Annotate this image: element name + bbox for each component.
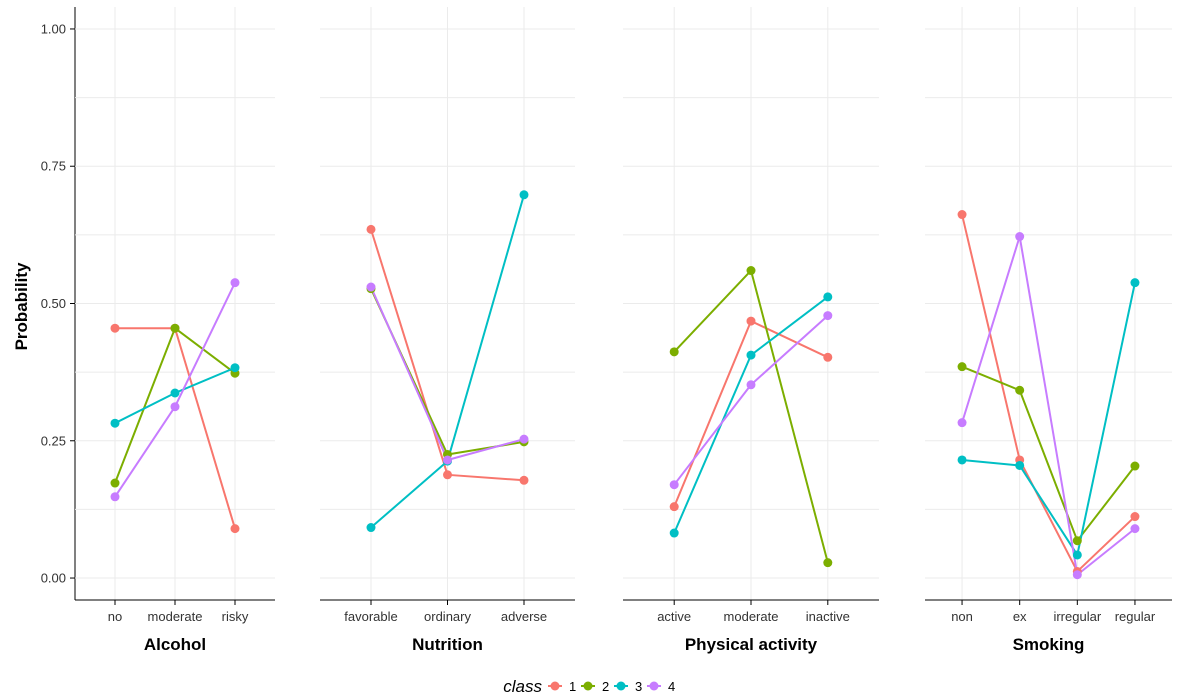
data-point-class-4 [366,282,376,292]
facet-panel-nutrition: favorable ordinary adverse Nutrition [320,7,575,654]
x-tick-label: favorable [344,609,397,624]
series-line-class-4 [961,235,1136,576]
data-point-class-3 [230,363,240,373]
legend-item-class-1: 1 [548,679,576,694]
data-point-class-3 [170,388,180,398]
legend-key-point [550,681,560,691]
data-point-class-2 [669,347,679,357]
facet-label: Physical activity [685,635,818,654]
legend-label: 1 [569,679,576,694]
data-point-class-4 [230,278,240,288]
legend-item-class-3: 3 [614,679,642,694]
data-point-class-2 [823,558,833,568]
data-point-class-3 [823,292,833,302]
data-point-class-4 [823,311,833,321]
series-line-class-1 [961,214,1136,573]
x-tick-label: moderate [724,609,779,624]
data-point-class-4 [1015,232,1025,242]
y-tick-label: 0.50 [41,296,66,311]
data-point-class-3 [1130,278,1140,288]
data-point-class-1 [519,475,529,485]
data-point-class-3 [519,190,529,200]
data-point-class-1 [443,470,452,480]
data-point-class-3 [957,455,967,465]
data-point-class-4 [957,418,967,428]
facet-label: Alcohol [144,635,206,654]
facet-panels: no moderate risky Alcohol favorable ordinary a… [75,7,1172,654]
facet-panel-alcohol: no moderate risky Alcohol [75,7,275,654]
data-point-class-1 [823,352,833,362]
y-tick-label: 1.00 [41,21,66,36]
facet-label: Smoking [1013,635,1085,654]
x-tick-label: no [108,609,122,624]
x-tick-label: irregular [1053,609,1101,624]
data-point-class-4 [443,455,452,465]
data-point-class-4 [170,402,180,412]
x-tick-label: ex [1013,609,1027,624]
x-tick-label: risky [222,609,249,624]
series-line-class-2 [961,365,1136,542]
x-tick-label: active [657,609,691,624]
legend-key-point [583,681,593,691]
y-tick-label: 0.00 [41,571,66,586]
x-tick-label: inactive [806,609,850,624]
data-point-class-3 [1072,550,1082,560]
x-tick-label: ordinary [424,609,471,624]
data-point-class-4 [669,480,679,490]
x-tick-label: moderate [148,609,203,624]
legend-item-class-2: 2 [581,679,609,694]
x-tick-label: adverse [501,609,547,624]
data-point-class-2 [170,323,180,333]
data-point-class-1 [1130,512,1140,522]
legend-key-point [616,681,626,691]
data-point-class-2 [746,266,756,276]
legend-item-class-4: 4 [647,679,675,694]
data-point-class-3 [746,350,756,360]
data-point-class-2 [110,478,120,488]
data-point-class-1 [957,210,967,220]
data-point-class-1 [669,502,679,512]
data-point-class-4 [746,380,756,390]
data-point-class-1 [746,316,756,326]
data-point-class-3 [669,528,679,538]
data-point-class-4 [1072,570,1082,580]
data-point-class-1 [110,323,120,333]
x-tick-label: non [951,609,973,624]
data-point-class-2 [1015,385,1025,395]
y-tick-label: 0.25 [41,433,66,448]
y-axis: 0.00 0.25 0.50 0.75 1.00 Probability [12,7,76,600]
y-axis-title: Probability [12,262,31,350]
data-point-class-3 [110,418,120,428]
legend-label: 4 [668,679,675,694]
data-point-class-2 [1072,536,1082,546]
legend-title: class [503,677,542,696]
data-point-class-3 [1015,460,1025,470]
y-tick-label: 0.75 [41,159,66,174]
legend-label: 2 [602,679,609,694]
data-point-class-4 [519,434,529,444]
facet-panel-smoking: non ex irregular regular Smoking [925,7,1172,654]
legend-label: 3 [635,679,642,694]
facet-panel-physical-activity: active moderate inactive Physical activity [623,7,879,654]
data-point-class-2 [957,362,967,372]
series-line-class-3 [961,282,1136,556]
data-point-class-1 [230,524,240,534]
legend: class 1 2 3 4 [503,677,675,696]
data-point-class-1 [366,224,376,234]
x-tick-label: regular [1115,609,1156,624]
facet-label: Nutrition [412,635,483,654]
data-point-class-4 [1130,524,1140,534]
data-point-class-3 [366,523,376,533]
legend-key-point [649,681,659,691]
data-point-class-2 [1130,461,1140,471]
data-point-class-4 [110,492,120,502]
